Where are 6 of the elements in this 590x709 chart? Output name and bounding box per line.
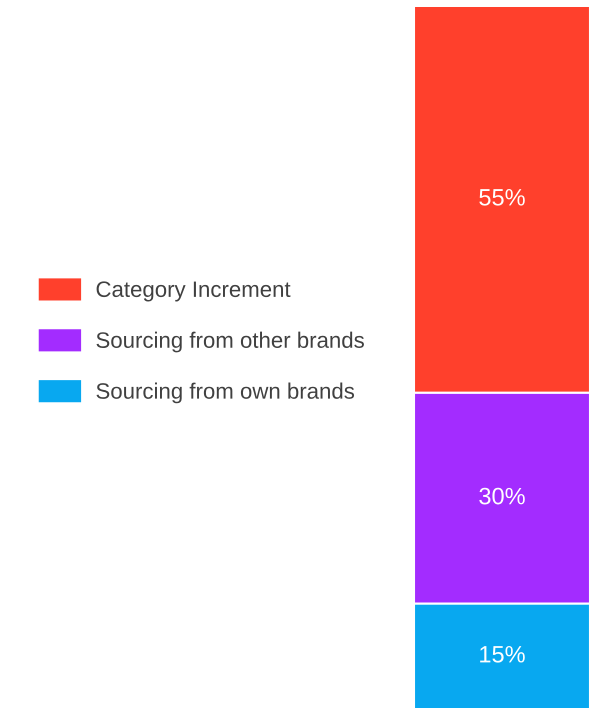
data-label: 30% <box>479 488 525 504</box>
legend-label: Sourcing from own brands <box>96 382 354 404</box>
data-label: 55% <box>479 189 525 206</box>
legend-label: Sourcing from other brands <box>96 332 364 352</box>
data-label: 15% <box>480 646 525 663</box>
legend-label: Category Increment <box>96 281 290 302</box>
